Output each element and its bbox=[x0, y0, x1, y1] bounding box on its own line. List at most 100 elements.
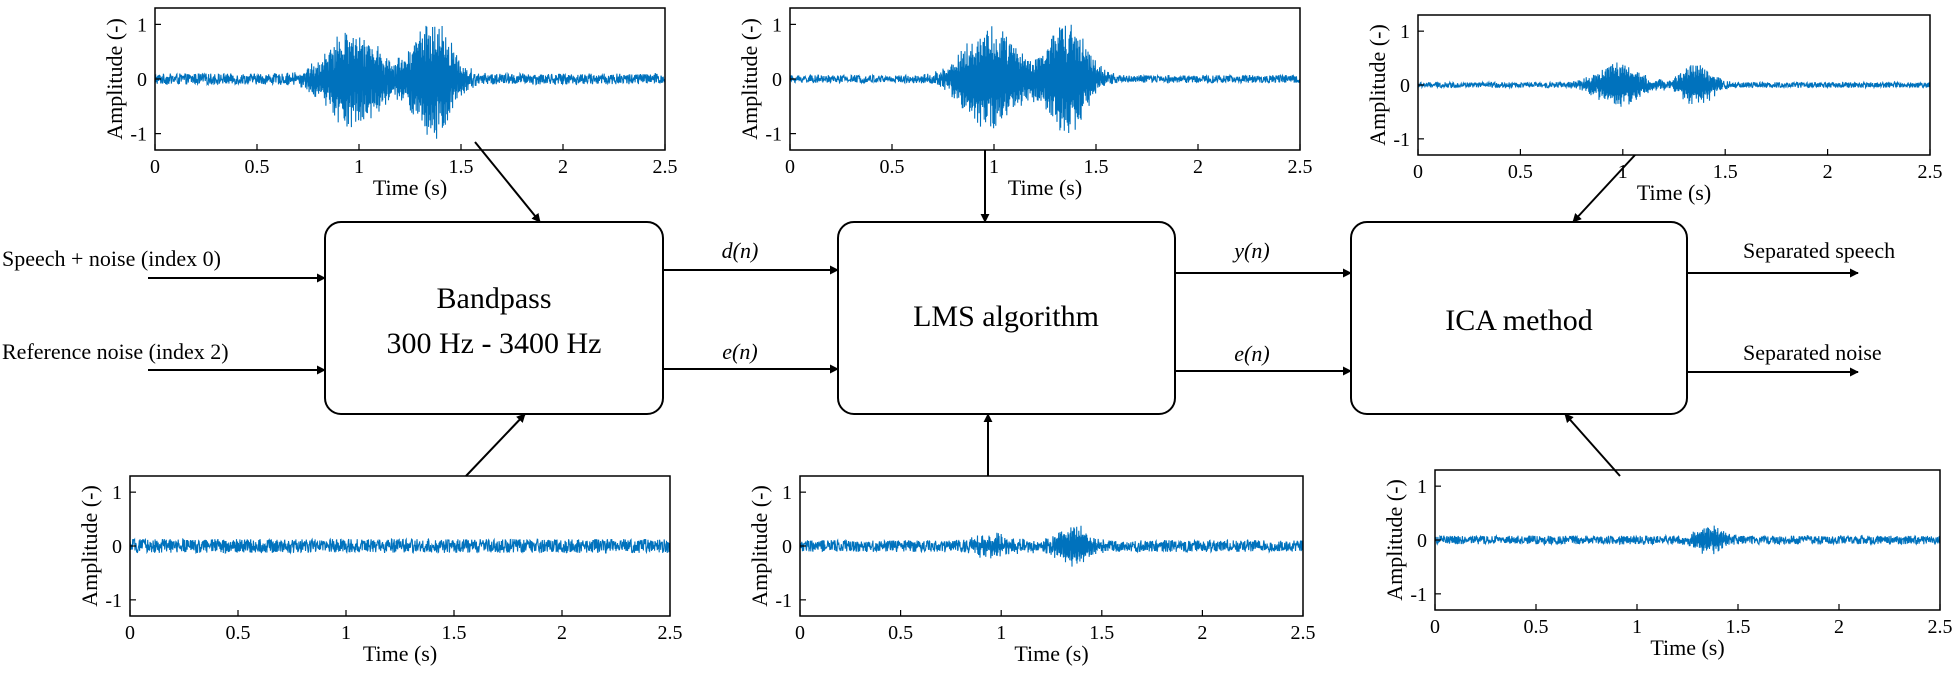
plot-top-3-xtick-label: 2 bbox=[1823, 161, 1833, 183]
ica-box bbox=[1350, 221, 1688, 415]
plot-top-1-xtick-label: 0 bbox=[150, 156, 160, 178]
lms-block: LMS algorithm bbox=[837, 221, 1176, 415]
plot-bottom-2-ytick-label: -1 bbox=[775, 590, 792, 612]
plot-top-2-xlabel: Time (s) bbox=[1008, 175, 1082, 200]
plot-top-1-ytick-label: 0 bbox=[137, 69, 147, 91]
plot-bottom-2-xtick-label: 1.5 bbox=[1089, 622, 1114, 644]
plot-top-2-ytick-label: -1 bbox=[765, 124, 782, 146]
plot-bottom-3-connector-arrow bbox=[1564, 413, 1621, 477]
plot-bottom-3-xtick-label: 0 bbox=[1430, 616, 1440, 638]
plot-bottom-3-xtick-label: 1.5 bbox=[1726, 616, 1751, 638]
plot-bottom-3-ytick-label: 0 bbox=[1417, 530, 1427, 552]
plot-top-2-ytick-label: 1 bbox=[772, 14, 782, 36]
plot-bottom-3-xtick-label: 2 bbox=[1834, 616, 1844, 638]
bandpass-box bbox=[324, 221, 664, 415]
plot-top-3-xlabel: Time (s) bbox=[1637, 180, 1711, 205]
plot-bottom-1-xtick-label: 1 bbox=[341, 622, 351, 644]
plot-bottom-2-xtick-label: 2.5 bbox=[1291, 622, 1316, 644]
plot-bottom-1-xtick-label: 0 bbox=[125, 622, 135, 644]
plot-top-2-xtick-label: 2 bbox=[1193, 156, 1203, 178]
plot-top-2-xtick-label: 2.5 bbox=[1288, 156, 1313, 178]
plot-bottom-3-ytick-label: -1 bbox=[1410, 584, 1427, 606]
plot-top-1-xtick-label: 2 bbox=[558, 156, 568, 178]
plot-bottom-1-xtick-label: 2 bbox=[557, 622, 567, 644]
plot-top-2-xtick-label: 0.5 bbox=[880, 156, 905, 178]
plot-bottom-1-xlabel: Time (s) bbox=[363, 641, 437, 666]
signal-e-n-label-1: e(n) bbox=[722, 339, 757, 364]
plot-top-3-ytick-label: 1 bbox=[1400, 21, 1410, 43]
plot-top-3-xtick-label: 1.5 bbox=[1713, 161, 1738, 183]
plot-bottom-1-ylabel: Amplitude (-) bbox=[77, 485, 102, 607]
plot-bottom-1-series-line bbox=[129, 537, 671, 555]
plot-bottom-3-xtick-label: 2.5 bbox=[1928, 616, 1953, 638]
plot-top-3-xtick-label: 1 bbox=[1618, 161, 1628, 183]
plot-bottom-1-xtick-label: 2.5 bbox=[658, 622, 683, 644]
plot-bottom-1-xtick-label: 0.5 bbox=[226, 622, 251, 644]
output-separated-speech-label: Separated speech bbox=[1743, 238, 1895, 263]
plot-top-3-xtick-label: 2.5 bbox=[1918, 161, 1943, 183]
plot-top-2-ylabel: Amplitude (-) bbox=[737, 18, 762, 140]
plot-top-2-xtick-label: 1 bbox=[989, 156, 999, 178]
plot-top-3-ytick-label: 0 bbox=[1400, 75, 1410, 97]
bandpass-label-line1: Bandpass bbox=[437, 282, 552, 315]
plot-top-3-xtick-label: 0.5 bbox=[1508, 161, 1533, 183]
output-separated-noise-label: Separated noise bbox=[1743, 340, 1882, 365]
plot-bottom-2-xlabel: Time (s) bbox=[1014, 641, 1088, 666]
plot-bottom-2-series-line bbox=[799, 525, 1304, 567]
plot-bottom-2-xtick-label: 2 bbox=[1197, 622, 1207, 644]
plot-bottom-1-ytick-label: -1 bbox=[105, 590, 122, 612]
plot-bottom-2-xtick-label: 0.5 bbox=[888, 622, 913, 644]
plot-top-1-xtick-label: 2.5 bbox=[653, 156, 678, 178]
bandpass-block: Bandpass 300 Hz - 3400 Hz bbox=[324, 221, 664, 415]
plot-bottom-1-xtick-label: 1.5 bbox=[442, 622, 467, 644]
lms-box bbox=[837, 221, 1176, 415]
plot-bottom-2-xtick-label: 0 bbox=[795, 622, 805, 644]
plot-bottom-3-ytick-label: 1 bbox=[1417, 476, 1427, 498]
plot-top-3-xtick-label: 0 bbox=[1413, 161, 1423, 183]
plot-bottom-3-xtick-label: 0.5 bbox=[1524, 616, 1549, 638]
plot-top-1-ytick-label: 1 bbox=[137, 14, 147, 36]
ica-label: ICA method bbox=[1445, 304, 1593, 337]
plot-bottom-3-ylabel: Amplitude (-) bbox=[1382, 479, 1407, 601]
plot-top-1-connector-arrow bbox=[474, 141, 541, 223]
plot-bottom-1-ytick-label: 0 bbox=[112, 536, 122, 558]
plot-top-1-xtick-label: 1.5 bbox=[449, 156, 474, 178]
plot-bottom-1-ytick-label: 1 bbox=[112, 482, 122, 504]
input-reference-noise-label: Reference noise (index 2) bbox=[2, 339, 229, 364]
plot-bottom-3-xtick-label: 1 bbox=[1632, 616, 1642, 638]
lms-label: LMS algorithm bbox=[913, 300, 1099, 333]
plot-top-3-connector-arrow bbox=[1572, 154, 1636, 223]
signal-d-n-label: d(n) bbox=[722, 238, 759, 263]
signal-e-n-label-2: e(n) bbox=[1234, 341, 1269, 366]
bandpass-label-line2: 300 Hz - 3400 Hz bbox=[387, 327, 602, 360]
plot-top-2-xtick-label: 0 bbox=[785, 156, 795, 178]
ica-block: ICA method bbox=[1350, 221, 1688, 415]
plot-top-2-ytick-label: 0 bbox=[772, 69, 782, 91]
plot-top-1-ytick-label: -1 bbox=[130, 124, 147, 146]
plot-bottom-3-series-line bbox=[1434, 525, 1941, 555]
plot-top-1-xtick-label: 1 bbox=[354, 156, 364, 178]
plot-bottom-2-xtick-label: 1 bbox=[996, 622, 1006, 644]
plot-top-2-series-line bbox=[789, 24, 1301, 134]
plot-bottom-2-ylabel: Amplitude (-) bbox=[747, 485, 772, 607]
plot-top-2-xtick-label: 1.5 bbox=[1084, 156, 1109, 178]
plot-bottom-2-ytick-label: 1 bbox=[782, 482, 792, 504]
plot-top-1-xlabel: Time (s) bbox=[373, 175, 447, 200]
plot-top-3-ylabel: Amplitude (-) bbox=[1365, 24, 1390, 146]
plot-top-1-series-line bbox=[154, 25, 666, 139]
input-speech-noise-label: Speech + noise (index 0) bbox=[2, 246, 221, 271]
plot-bottom-2-ytick-label: 0 bbox=[782, 536, 792, 558]
plot-top-1-xtick-label: 0.5 bbox=[245, 156, 270, 178]
plot-bottom-3-xlabel: Time (s) bbox=[1650, 635, 1724, 660]
plot-top-3-ytick-label: -1 bbox=[1393, 129, 1410, 151]
signal-y-n-label: y(n) bbox=[1232, 238, 1269, 263]
plot-bottom-1-connector-arrow bbox=[465, 413, 526, 477]
